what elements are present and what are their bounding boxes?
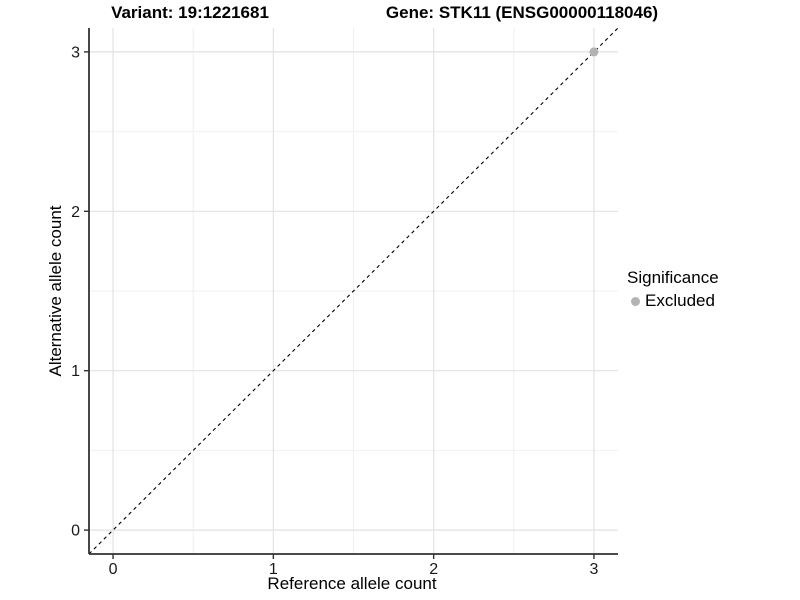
legend-item-excluded: Excluded <box>627 291 719 311</box>
svg-text:1: 1 <box>269 561 278 578</box>
svg-text:2: 2 <box>429 561 438 578</box>
legend-title: Significance <box>627 268 719 287</box>
svg-text:3: 3 <box>71 44 80 61</box>
gene-title: Gene: STK11 (ENSG00000118046) <box>385 3 659 22</box>
svg-text:3: 3 <box>590 561 599 578</box>
legend-item-label: Excluded <box>645 291 715 310</box>
svg-text:0: 0 <box>109 561 118 578</box>
legend: Significance Excluded <box>627 268 719 311</box>
y-axis-title: Alternative allele count <box>46 205 65 377</box>
svg-text:2: 2 <box>71 204 80 221</box>
variant-title: Variant: 19:1221681 <box>111 3 269 22</box>
legend-point-icon <box>631 296 640 306</box>
svg-text:1: 1 <box>71 363 80 380</box>
svg-text:0: 0 <box>71 523 80 540</box>
x-axis-title: Reference allele count <box>267 574 437 593</box>
